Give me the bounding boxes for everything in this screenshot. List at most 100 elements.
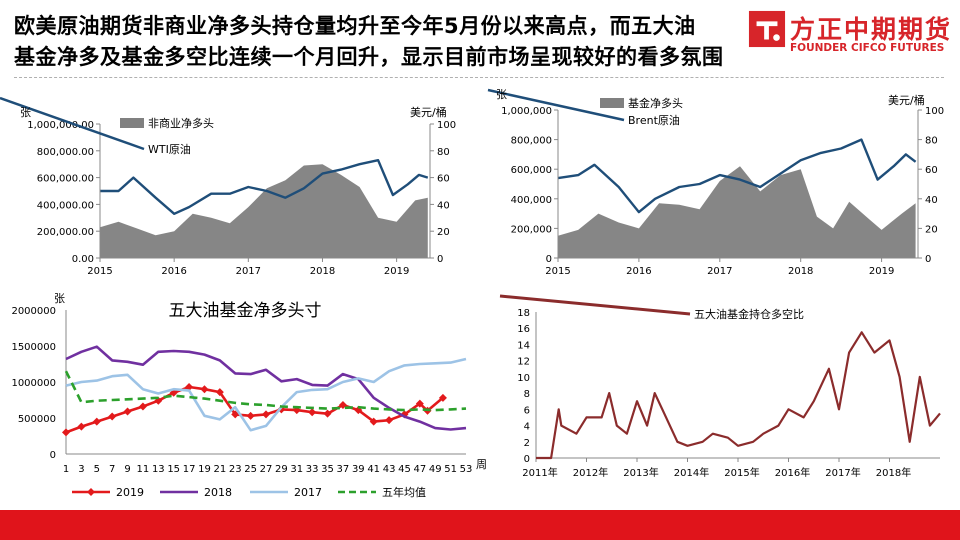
- price-line: [557, 138, 917, 214]
- y-tick-label: 1000000: [11, 378, 56, 389]
- y-tick-label: 12: [517, 357, 530, 368]
- y-tick-label: 0: [50, 450, 56, 461]
- x-tick-label: 15: [167, 464, 180, 475]
- x-tick-label: 13: [152, 464, 165, 475]
- logo-name: 方正中期期货: [790, 15, 953, 44]
- x-tick-label: 2017年: [825, 466, 860, 479]
- x-tick-label: 35: [321, 464, 334, 475]
- x-tick-label: 37: [337, 464, 350, 475]
- x-tick-label: 2016: [161, 266, 186, 277]
- x-tick-label: 23: [229, 464, 242, 475]
- x-tick-label: 21: [213, 464, 226, 475]
- right-axis-unit: 美元/桶: [410, 105, 447, 119]
- y-tick-label-left: 0.00: [72, 254, 94, 265]
- legend-line-label: WTI原油: [148, 142, 191, 156]
- x-tick-label: 39: [352, 464, 365, 475]
- y-tick-label-right: 0: [925, 254, 931, 265]
- company-logo: 方正中期期货 FOUNDER CIFCO FUTURES: [748, 10, 950, 58]
- x-tick-label: 19: [198, 464, 211, 475]
- x-tick-label: 2019: [384, 266, 409, 277]
- series-marker-2019: [138, 402, 147, 411]
- x-tick-label: 2019: [869, 266, 894, 277]
- y-tick-label: 6: [524, 405, 530, 416]
- y-tick-label-right: 40: [437, 200, 450, 211]
- x-tick-label: 2014年: [674, 466, 709, 479]
- series-marker-2019: [338, 401, 347, 410]
- legend-label-五年均值: 五年均值: [382, 485, 426, 499]
- legend-line-swatch: [499, 294, 691, 316]
- left-axis-unit: 张: [496, 88, 507, 101]
- x-tick-label: 2017: [707, 266, 732, 277]
- series-marker-2019: [385, 416, 394, 425]
- page-title-line1: 欧美原油期货非商业净多头持仓量均升至今年5月份以来高点，而五大油: [14, 14, 696, 38]
- legend-marker-2019: [87, 488, 95, 496]
- x-tick-label: 2018: [310, 266, 335, 277]
- y-tick-label-left: 400,000: [511, 195, 552, 206]
- x-tick-label: 25: [244, 464, 257, 475]
- x-tick-label: 41: [367, 464, 380, 475]
- x-tick-label: 2015: [545, 266, 570, 277]
- x-tick-label: 9: [124, 464, 130, 475]
- wti-net-long-chart: 0.00 200,000.00 400,000.00 600,000.00 800,00…: [0, 96, 456, 277]
- series-marker-2019: [108, 412, 117, 421]
- legend-line-label: 五大油基金持仓多空比: [694, 307, 804, 321]
- x-tick-label: 27: [260, 464, 273, 475]
- x-tick-label: 2015: [87, 266, 112, 277]
- x-tick-label: 47: [413, 464, 426, 475]
- series-marker-2019: [438, 393, 447, 402]
- x-tick-label: 7: [109, 464, 115, 475]
- series-line-2017: [65, 357, 467, 432]
- y-tick-label-right: 20: [925, 224, 938, 235]
- series-marker-2019: [62, 428, 70, 437]
- x-tick-label: 2018: [788, 266, 813, 277]
- y-tick-label-left: 200,000.00: [37, 227, 94, 238]
- legend-label-2017: 2017: [294, 486, 322, 499]
- x-tick-label: 43: [383, 464, 396, 475]
- y-tick-label-right: 100: [925, 106, 944, 117]
- x-tick-label: 2013年: [623, 466, 658, 479]
- y-tick-label: 0: [524, 454, 530, 465]
- y-tick-label-right: 60: [437, 174, 450, 185]
- net-long-area: [100, 164, 428, 258]
- x-tick-label: 2018年: [876, 466, 911, 479]
- legend-area-swatch: [120, 118, 144, 128]
- legend-line-swatch: [0, 96, 145, 151]
- series-line-五年均值: [64, 370, 467, 412]
- y-tick-label-right: 20: [437, 227, 450, 238]
- header-divider: [14, 77, 944, 78]
- y-tick-label-left: 600,000: [511, 165, 552, 176]
- x-tick-label: 2012年: [573, 466, 608, 479]
- x-tick-label: 2017: [236, 266, 261, 277]
- x-tick-label: 53: [460, 464, 473, 475]
- x-tick-label: 3: [78, 464, 84, 475]
- footer-bar: [0, 510, 960, 540]
- series-marker-2019: [92, 417, 101, 426]
- series-marker-2019: [169, 388, 178, 397]
- series-marker-2019: [231, 410, 240, 419]
- series-marker-2019: [215, 388, 224, 397]
- x-tick-label: 2011年: [522, 466, 557, 479]
- y-tick-label-left: 400,000.00: [37, 200, 94, 211]
- x-axis-label: 周: [476, 458, 487, 471]
- y-tick-label-right: 60: [925, 165, 938, 176]
- y-tick-label: 16: [517, 324, 530, 335]
- y-tick-label: 8: [524, 389, 530, 400]
- legend-area-label: 非商业净多头: [148, 116, 214, 130]
- x-tick-label: 49: [429, 464, 442, 475]
- legend-area-label: 基金净多头: [628, 96, 683, 110]
- x-tick-label: 31: [290, 464, 303, 475]
- series-marker-2019: [200, 385, 209, 394]
- y-tick-label: 14: [517, 340, 530, 351]
- y-tick-label-right: 100: [437, 120, 456, 131]
- left-axis-unit: 张: [54, 292, 65, 305]
- y-tick-label-left: 200,000: [511, 224, 552, 235]
- legend-line-label: Brent原油: [628, 113, 680, 127]
- y-tick-label-right: 40: [925, 195, 938, 206]
- x-tick-label: 2015年: [724, 466, 759, 479]
- chart-title: 五大油基金净多头寸: [169, 301, 322, 321]
- logo-mark-icon: [748, 10, 786, 48]
- series-marker-2019: [262, 410, 270, 419]
- y-tick-label-left: 0: [546, 254, 552, 265]
- series-marker-2019: [323, 409, 332, 418]
- x-tick-label: 2016年: [775, 466, 810, 479]
